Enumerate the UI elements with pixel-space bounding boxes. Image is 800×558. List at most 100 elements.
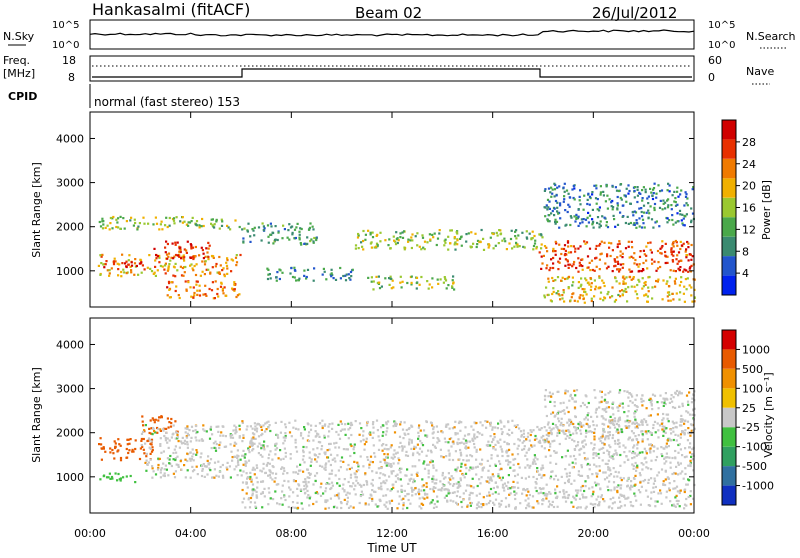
velocity-echo-cell [342,483,345,486]
velocity-echo-cell [335,430,338,434]
power-echo-cell [189,256,192,259]
power-echo-cell [605,267,609,270]
velocity-echo-cell [553,401,556,404]
velocity-echo-cell [111,477,114,480]
velocity-echo-cell [405,474,408,477]
velocity-echo-cell [343,489,346,492]
velocity-echo-cell [538,439,541,442]
power-echo-cell [646,295,649,298]
velocity-echo-cell [551,411,555,414]
power-echo-cell [576,300,579,303]
power-echo-cell [584,242,587,245]
power-echo-cell [638,207,641,210]
velocity-echo-cell [151,433,154,436]
velocity-echo-cell [681,402,684,405]
power-echo-cell [582,208,585,211]
velocity-echo-cell [507,421,510,424]
velocity-echo-cell [486,480,489,483]
power-echo-cell [614,298,618,302]
velocity-echo-cell [327,435,330,438]
velocity-echo-cell [689,459,692,462]
velocity-echo-cell [267,503,270,506]
velocity-echo-cell [178,446,181,449]
velocity-echo-cell [353,451,356,455]
velocity-echo-cell [326,499,329,502]
velocity-echo-cell [605,406,608,409]
power-echo-cell [399,281,402,284]
power-echo-cell [121,262,124,265]
velocity-echo-cell [477,501,480,504]
power-echo-cell [566,260,569,263]
power-echo-cell [260,239,263,242]
velocity-echo-cell [442,477,446,480]
velocity-echo-cell [434,486,437,489]
velocity-echo-cell [140,437,143,441]
power-echo-cell [111,227,114,230]
velocity-echo-cell [639,503,642,506]
velocity-echo-cell [593,438,596,441]
power-echo-cell [449,229,452,232]
velocity-echo-cell [453,491,456,494]
power-echo-cell [678,209,682,212]
velocity-echo-cell [184,431,187,434]
velocity-echo-cell [465,459,468,462]
velocity-colorbar-swatch [722,427,736,447]
velocity-echo-cell [288,486,291,489]
power-echo-cell [201,217,204,221]
velocity-echo-cell [355,479,358,482]
power-echo-cell [268,273,271,276]
power-echo-cell [152,272,155,275]
velocity-echo-cell [206,459,209,462]
velocity-echo-cell [321,426,324,430]
power-echo-cell [532,244,536,248]
power-echo-cell [624,194,627,197]
velocity-echo-cell [574,394,577,397]
velocity-echo-cell [517,486,520,489]
velocity-echo-cell [506,443,509,446]
velocity-echo-cell [626,479,629,482]
velocity-echo-cell [646,438,649,441]
power-echo-cell [236,294,239,297]
velocity-echo-cell [467,433,470,436]
velocity-echo-cell [683,456,686,459]
velocity-echo-cell [530,430,533,433]
power-echo-cell [642,211,646,214]
freq-panel: Freq. [MHz] 18 8 60 0 Nave [3,54,774,85]
velocity-echo-cell [669,500,672,503]
power-echo-cell [659,199,662,202]
power-echo-cell [117,274,120,277]
power-echo-cell [117,268,120,271]
power-echo-cell [189,264,192,267]
velocity-echo-cell [331,422,334,425]
power-echo-cell [680,189,683,192]
velocity-echo-cell [269,450,272,453]
velocity-echo-cell [585,422,588,425]
velocity-echo-cell [347,428,350,431]
power-ytick-label: 4000 [56,133,84,146]
power-echo-cell [180,274,184,277]
power-echo-cell [155,257,158,260]
power-echo-cell [130,216,133,219]
velocity-echo-cell [573,406,577,409]
power-echo-cell [555,220,559,223]
power-echo-cell [671,260,675,263]
velocity-echo-cell [431,432,434,435]
velocity-echo-cell [663,401,666,404]
power-echo-cell [201,260,204,263]
power-echo-cell [547,220,550,223]
power-echo-cell [566,210,569,214]
velocity-echo-cell [468,484,471,487]
velocity-echo-cell [687,403,690,406]
power-echo-cell [648,212,651,215]
velocity-echo-cell [568,424,571,427]
power-echo-cell [616,202,619,205]
power-echo-cell [534,239,537,242]
power-echo-cell [680,259,683,262]
power-echo-cell [403,248,406,251]
velocity-echo-cell [262,424,265,427]
power-echo-cell [418,245,421,248]
power-echo-cell [325,278,328,281]
velocity-echo-cell [672,487,675,490]
power-echo-cell [241,228,244,231]
velocity-echo-cell [609,473,613,476]
